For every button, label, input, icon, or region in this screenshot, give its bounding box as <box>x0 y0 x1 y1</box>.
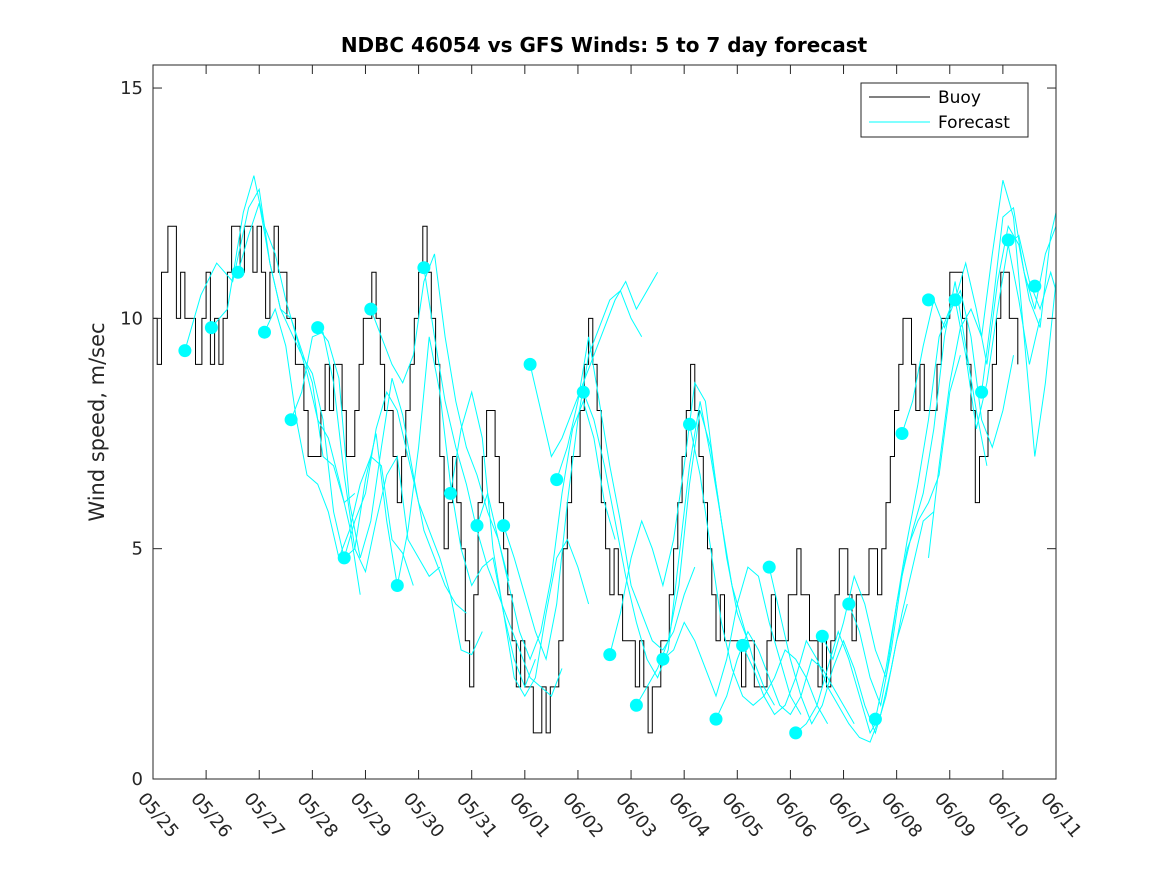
forecast-run-line-1 <box>211 175 361 595</box>
forecast-point-25 <box>842 597 856 611</box>
forecast-run-line-13 <box>529 272 659 458</box>
forecast-run-line-15 <box>582 391 722 679</box>
series-layer <box>153 175 1057 743</box>
x-tick-label-16: 06/10 <box>983 789 1032 842</box>
y-tick-label-10: 10 <box>120 308 143 329</box>
x-tick-label-0: 05/25 <box>133 789 182 842</box>
forecast-run-line-22 <box>768 566 908 735</box>
legend-label-forecast: Forecast <box>938 113 1010 133</box>
forecast-point-10 <box>444 486 457 500</box>
forecast-point-7 <box>364 302 378 316</box>
forecast-point-18 <box>656 652 670 666</box>
forecast-run-line-10 <box>450 390 590 698</box>
forecast-point-5 <box>311 321 325 335</box>
forecast-run-line-9 <box>423 267 563 697</box>
forecast-point-29 <box>948 293 962 307</box>
y-tick-label-0: 0 <box>132 769 143 790</box>
x-tick-label-17: 06/11 <box>1036 789 1085 842</box>
forecast-run-line-31 <box>1007 234 1057 311</box>
forecast-point-21 <box>736 638 750 652</box>
forecast-run-line-28 <box>928 180 1057 558</box>
forecast-point-8 <box>390 579 404 592</box>
y-tick-label-15: 15 <box>120 78 143 99</box>
forecast-run-line-6 <box>343 390 483 656</box>
x-tick-label-15: 06/09 <box>930 789 979 842</box>
forecast-point-15 <box>576 385 590 399</box>
forecast-run-line-20 <box>715 630 855 724</box>
forecast-point-16 <box>603 648 617 662</box>
x-tick-label-2: 05/27 <box>239 789 288 842</box>
forecast-point-3 <box>258 325 271 339</box>
forecast-run-line-25 <box>848 281 988 708</box>
forecast-run-line-27 <box>901 244 1041 434</box>
forecast-run-line-18 <box>662 566 802 715</box>
forecast-point-12 <box>497 519 511 533</box>
forecast-run-line-12 <box>503 289 643 662</box>
forecast-point-0 <box>178 344 192 358</box>
forecast-point-13 <box>523 357 537 371</box>
forecast-point-14 <box>550 473 564 487</box>
forecast-point-6 <box>337 551 351 565</box>
legend: Buoy Forecast <box>860 82 1029 138</box>
x-tick-label-12: 06/06 <box>771 789 820 842</box>
legend-box <box>860 82 1029 138</box>
forecast-run-line-4 <box>290 331 441 578</box>
forecast-point-30 <box>975 385 989 399</box>
forecast-point-4 <box>284 413 298 427</box>
forecast-point-23 <box>789 726 803 740</box>
forecast-point-17 <box>629 698 643 712</box>
forecast-run-line-23 <box>795 511 935 735</box>
x-tick-label-8: 06/02 <box>558 789 607 842</box>
forecast-point-11 <box>470 519 484 533</box>
x-tick-label-14: 06/08 <box>877 789 926 842</box>
forecast-run-line-21 <box>742 639 882 743</box>
forecast-point-22 <box>762 560 776 574</box>
forecast-point-9 <box>417 261 431 275</box>
x-tick-label-1: 05/26 <box>186 789 235 842</box>
x-tick-label-4: 05/29 <box>346 789 395 842</box>
forecast-point-27 <box>895 427 909 440</box>
forecast-point-32 <box>1028 279 1042 293</box>
axes-box <box>152 64 1057 780</box>
x-tick-label-6: 05/31 <box>452 789 501 842</box>
x-tick-label-9: 06/03 <box>611 789 660 842</box>
forecast-point-1 <box>204 321 218 335</box>
y-tick-label-5: 5 <box>132 539 143 560</box>
x-tick-label-3: 05/28 <box>293 789 342 842</box>
forecast-point-28 <box>922 293 935 307</box>
forecast-run-line-26 <box>874 289 1014 720</box>
forecast-run-line-8 <box>396 336 536 689</box>
forecast-point-19 <box>683 417 696 431</box>
forecast-run-line-7 <box>370 253 510 582</box>
y-axis-label: Wind speed, m/sec <box>85 322 109 521</box>
x-tick-label-11: 06/05 <box>717 789 766 842</box>
x-tick-label-13: 06/07 <box>824 789 873 842</box>
forecast-point-31 <box>1001 233 1015 247</box>
x-tick-label-10: 06/04 <box>664 789 713 842</box>
x-tick-label-7: 06/01 <box>505 789 554 842</box>
forecast-point-2 <box>231 265 245 279</box>
forecast-run-line-5 <box>317 327 467 614</box>
x-tick-label-5: 05/30 <box>399 789 448 842</box>
chart-title: NDBC 46054 vs GFS Winds: 5 to 7 day fore… <box>341 33 868 57</box>
forecast-run-line-11 <box>476 399 616 661</box>
legend-label-buoy: Buoy <box>938 88 981 108</box>
forecast-run-line-30 <box>981 206 1057 393</box>
forecast-run-line-16 <box>609 381 749 655</box>
forecast-point-24 <box>815 629 829 643</box>
forecast-point-20 <box>709 712 723 726</box>
forecast-run-line-19 <box>689 424 829 724</box>
buoy-series-line <box>153 225 1019 734</box>
forecast-point-26 <box>868 712 882 726</box>
